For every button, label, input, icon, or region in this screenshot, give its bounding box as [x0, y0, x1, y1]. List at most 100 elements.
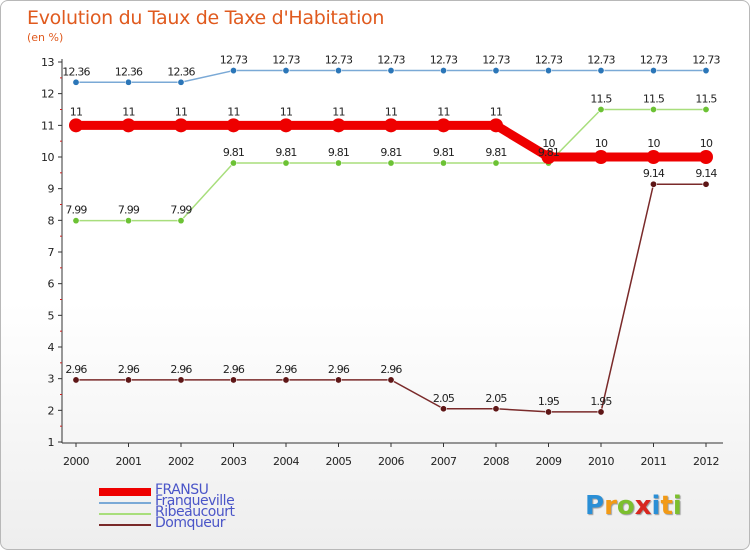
data-point	[646, 150, 661, 164]
data-label: 10	[647, 137, 660, 150]
data-point	[384, 118, 398, 133]
data-label: 2.05	[485, 392, 507, 405]
data-point	[649, 106, 657, 114]
data-label: 9.14	[695, 167, 717, 180]
data-point	[125, 78, 133, 86]
data-point	[387, 159, 395, 167]
data-point	[492, 67, 500, 75]
data-point	[544, 67, 552, 75]
data-point	[594, 150, 608, 164]
data-point	[649, 180, 657, 188]
data-point	[177, 217, 185, 225]
data-point	[597, 106, 605, 114]
data-label: 9.81	[223, 146, 244, 159]
legend-swatch	[99, 524, 151, 526]
legend-label: Ribeaucourt	[155, 504, 235, 520]
data-point	[282, 376, 290, 384]
legend-swatch	[99, 502, 151, 504]
data-point	[334, 67, 342, 75]
data-label: 12.73	[220, 54, 248, 67]
x-tick-label: 2012	[693, 455, 719, 468]
y-tick-label: 5	[48, 309, 55, 322]
data-label: 12.36	[115, 65, 143, 78]
logo-letter: t	[660, 491, 673, 521]
x-tick-label: 2000	[63, 455, 89, 468]
y-tick-label: 1	[48, 436, 55, 449]
legend-swatch	[99, 488, 151, 496]
y-tick-label: 7	[48, 246, 55, 259]
data-label: 12.73	[377, 54, 405, 67]
data-label: 9.81	[328, 146, 349, 159]
data-label: 9.81	[380, 146, 401, 159]
x-tick-label: 2006	[378, 455, 404, 468]
data-point	[174, 118, 188, 133]
data-point	[230, 159, 238, 167]
legend-label: Domqueur	[155, 515, 226, 531]
data-point	[439, 67, 447, 75]
proxiti-logo: Proxiti	[585, 491, 682, 521]
data-point	[702, 67, 710, 75]
y-tick-label: 12	[41, 88, 54, 101]
data-point	[702, 106, 710, 114]
data-label: 11.5	[590, 93, 612, 106]
y-tick-label: 8	[48, 214, 55, 227]
data-label: 11	[385, 105, 397, 118]
data-label: 9.81	[433, 146, 454, 159]
legend-label: FRANSU	[155, 482, 209, 498]
y-tick-label: 9	[48, 183, 55, 196]
data-point	[177, 376, 185, 384]
data-label: 12.73	[535, 54, 563, 67]
x-tick-label: 2004	[273, 455, 299, 468]
data-point	[436, 118, 451, 133]
logo-letter: o	[616, 491, 635, 521]
data-label: 11	[70, 105, 82, 118]
y-tick-label: 3	[48, 373, 55, 386]
data-point	[597, 67, 605, 75]
data-label: 12.36	[62, 65, 90, 78]
data-label: 7.99	[170, 204, 192, 217]
x-tick-label: 2011	[641, 455, 667, 468]
data-point	[387, 67, 395, 75]
data-point	[492, 159, 500, 167]
data-label: 12.73	[325, 54, 353, 67]
data-label: 1.95	[538, 395, 560, 408]
data-label: 12.73	[430, 54, 458, 67]
data-label: 11.5	[643, 93, 665, 106]
data-point	[492, 405, 500, 413]
legend-item: Franqueville	[99, 493, 319, 510]
y-tick-label: 10	[41, 151, 54, 164]
data-label: 11	[227, 105, 239, 118]
data-label: 2.96	[380, 363, 402, 376]
data-point	[72, 78, 80, 86]
data-point	[387, 376, 395, 384]
data-label: 2.96	[275, 363, 297, 376]
data-point	[334, 159, 342, 167]
data-label: 2.05	[433, 392, 455, 405]
x-tick-label: 2005	[326, 455, 352, 468]
data-point	[489, 118, 503, 133]
data-point	[177, 78, 185, 86]
data-label: 9.81	[275, 146, 296, 159]
data-point	[544, 408, 552, 416]
data-label: 9.14	[643, 167, 665, 180]
logo-letter: i	[672, 491, 682, 521]
logo-letter: x	[634, 491, 652, 521]
data-point	[331, 118, 346, 133]
data-point	[699, 150, 713, 164]
legend-item: Ribeaucourt	[99, 504, 319, 521]
data-point	[334, 376, 342, 384]
data-label: 12.73	[640, 54, 668, 67]
data-label: 1.95	[590, 395, 612, 408]
data-point	[230, 67, 238, 75]
legend-item: FRANSU	[99, 482, 319, 499]
data-label: 7.99	[118, 204, 140, 217]
logo-letter: i	[651, 491, 661, 521]
chart-title: Evolution du Taux de Taxe d'Habitation	[27, 7, 385, 29]
data-point	[702, 180, 710, 188]
data-label: 7.99	[65, 204, 87, 217]
data-label: 10	[595, 137, 608, 150]
data-label: 12.73	[272, 54, 300, 67]
data-point	[541, 150, 556, 164]
data-point	[649, 67, 657, 75]
